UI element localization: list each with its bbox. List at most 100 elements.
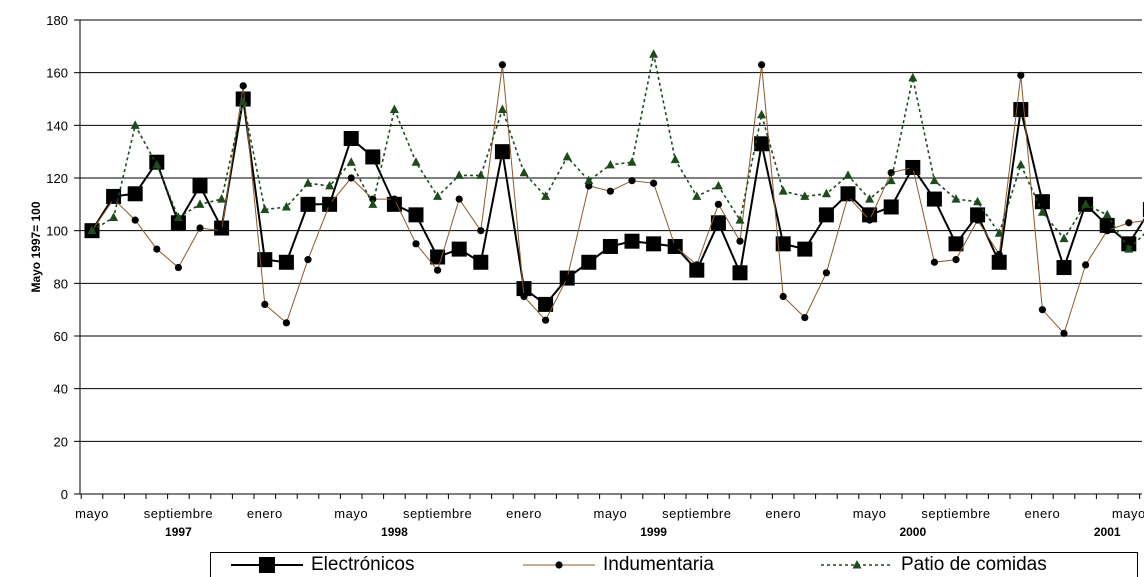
data-point [908, 72, 918, 82]
data-point [261, 300, 269, 308]
data-point [538, 296, 554, 312]
data-point [693, 261, 701, 269]
data-point [778, 186, 788, 195]
data-point [692, 191, 702, 200]
data-point [153, 245, 161, 253]
data-point [605, 159, 615, 169]
data-point [973, 196, 983, 206]
data-point [887, 169, 895, 177]
y-tick-label: 180 [46, 13, 68, 28]
data-point [994, 228, 1004, 237]
data-point [951, 194, 961, 203]
data-point [389, 104, 399, 114]
data-point [1082, 261, 1090, 269]
data-point [650, 179, 658, 187]
data-point [1103, 227, 1111, 235]
data-point [170, 215, 186, 231]
y-axis: 0 20 40 60 80 100 120 140 160 180 [46, 13, 81, 502]
data-point [541, 191, 551, 200]
data-point [454, 170, 464, 179]
data-point [1034, 194, 1050, 210]
data-point [606, 187, 615, 195]
data-point [732, 265, 748, 281]
x-tick-label: mayo [334, 506, 368, 521]
data-point [430, 249, 446, 265]
data-point [497, 104, 507, 114]
x-tick-label: septiembre [144, 506, 213, 521]
series-2 [87, 49, 1144, 253]
data-point [821, 188, 831, 198]
year-label: 1997 [165, 525, 192, 539]
data-point [948, 236, 964, 252]
data-point [563, 274, 571, 282]
data-point [843, 170, 853, 179]
data-point [866, 216, 874, 224]
data-point [278, 254, 294, 270]
data-point [368, 199, 378, 208]
x-tick-label: mayo [1112, 506, 1144, 521]
data-point [974, 216, 982, 224]
y-tick-label: 80 [54, 276, 68, 291]
data-point [195, 199, 205, 208]
data-point [1121, 236, 1137, 252]
data-point [758, 61, 766, 69]
data-point [390, 195, 398, 203]
data-point [800, 191, 810, 200]
data-point [818, 207, 834, 223]
x-tick-label: enero [1025, 506, 1061, 521]
y-tick-label: 160 [46, 66, 68, 81]
data-point [498, 61, 506, 69]
data-point [477, 227, 485, 235]
data-point [822, 269, 831, 277]
y-tick-label: 120 [46, 171, 68, 186]
data-point [281, 201, 291, 211]
year-label: 1998 [381, 525, 408, 539]
data-point [87, 225, 97, 235]
data-point [886, 175, 896, 185]
data-point [408, 207, 424, 223]
data-point [325, 180, 335, 190]
data-point [238, 96, 248, 106]
data-point [1060, 329, 1068, 337]
data-point [434, 266, 442, 274]
y-tick-label: 100 [46, 224, 68, 239]
data-point [1142, 202, 1144, 218]
data-point [217, 194, 227, 203]
data-point [519, 167, 529, 177]
data-point [433, 191, 443, 200]
data-point [779, 292, 787, 301]
x-tick-label: mayo [853, 506, 887, 521]
data-point [602, 238, 618, 254]
year-label: 2000 [899, 525, 926, 539]
data-point [1125, 219, 1133, 227]
y-tick-label: 140 [46, 118, 68, 133]
data-point [239, 82, 247, 90]
data-point [584, 175, 594, 185]
data-point [562, 151, 572, 161]
data-point [192, 178, 208, 194]
data-point [304, 256, 312, 264]
data-point [347, 174, 355, 182]
data-point [1017, 71, 1025, 79]
y-tick-label: 0 [61, 487, 68, 502]
data-point [797, 241, 813, 257]
x-tick-label: septiembre [662, 506, 731, 521]
x-tick-label: mayo [594, 506, 628, 521]
data-point [365, 149, 381, 165]
series-line [91, 98, 1144, 306]
data-point [542, 316, 550, 324]
data-point [110, 195, 118, 203]
data-point [995, 250, 1003, 258]
data-point [476, 170, 486, 179]
data-point [865, 194, 875, 203]
data-point [455, 195, 463, 203]
x-tick-label: enero [765, 506, 801, 521]
data-point [196, 224, 204, 232]
data-point [714, 200, 723, 208]
data-point [412, 240, 420, 248]
data-point [326, 200, 334, 208]
gridlines [80, 19, 1142, 495]
data-point [671, 242, 679, 251]
x-tick-label: mayo [75, 506, 109, 521]
data-point [127, 186, 143, 202]
